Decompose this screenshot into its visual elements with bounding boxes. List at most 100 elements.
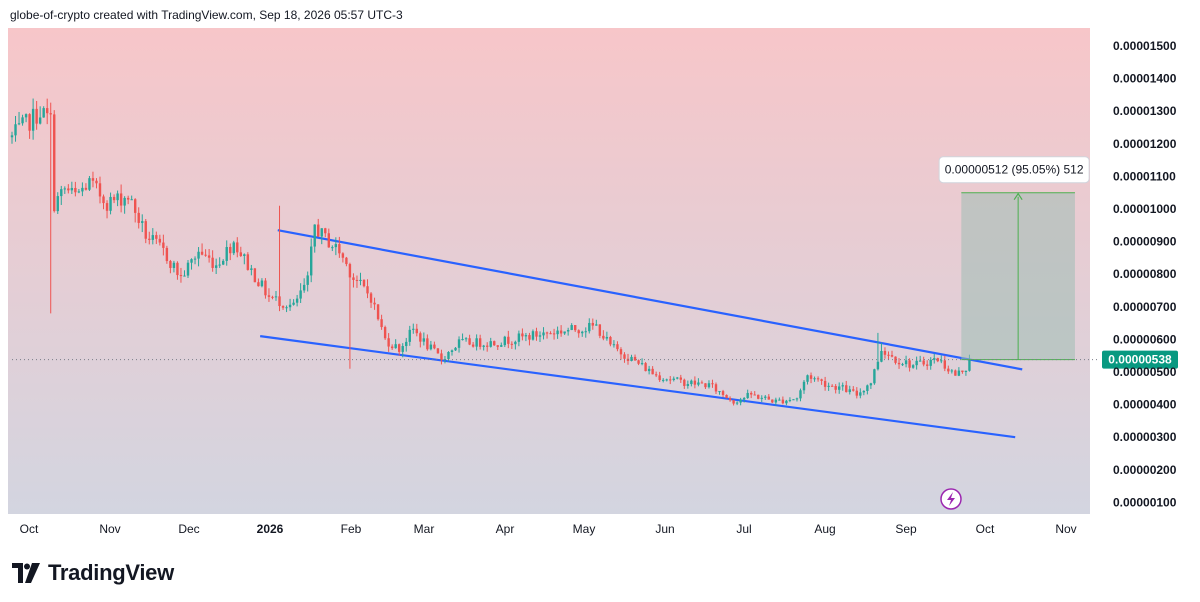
- candle-body: [10, 135, 14, 138]
- candle-body: [936, 358, 939, 362]
- candle-body: [373, 302, 376, 305]
- candle-body: [433, 344, 436, 349]
- candle-body: [355, 279, 359, 281]
- candle-body: [109, 196, 112, 211]
- time-tick-label: Oct: [20, 522, 39, 536]
- candle-body: [95, 180, 98, 184]
- tradingview-logo-icon: [12, 563, 40, 583]
- candle-body: [197, 251, 200, 259]
- candle-body: [229, 246, 232, 254]
- time-tick-label: Apr: [496, 522, 515, 536]
- candle-body: [883, 350, 887, 355]
- candle-body: [211, 257, 214, 268]
- candle-body: [739, 399, 742, 403]
- candle-body: [785, 400, 788, 404]
- candle-body: [746, 392, 749, 399]
- candle-body: [816, 378, 820, 380]
- time-tick-label: Nov: [99, 522, 120, 536]
- candle-body: [278, 296, 281, 307]
- candle-body: [334, 244, 338, 248]
- candle-body: [376, 304, 380, 320]
- candle-body: [714, 384, 718, 392]
- candle-body: [56, 196, 59, 212]
- candle-body: [338, 244, 341, 254]
- price-tick-label: 0.00000500: [1113, 365, 1177, 379]
- candle-body: [225, 246, 228, 261]
- candle-body: [922, 360, 925, 365]
- time-axis[interactable]: Oct Nov Dec 2026 Feb Mar Apr May Jun Jul Aug Sep Oct…: [20, 522, 1077, 536]
- candle-body: [651, 368, 654, 375]
- candle-body: [531, 331, 535, 340]
- candle-body: [362, 279, 366, 287]
- candle-body: [447, 351, 450, 360]
- candle-body: [253, 268, 257, 283]
- candle-body: [894, 356, 897, 363]
- candle-body: [633, 356, 637, 361]
- candle-body: [514, 341, 517, 345]
- time-tick-label: Feb: [341, 522, 362, 536]
- candle-body: [359, 279, 362, 281]
- lightning-icon[interactable]: [940, 488, 962, 510]
- channel-upper-line[interactable]: [277, 229, 1023, 371]
- candle-body: [859, 392, 862, 396]
- candle-body: [538, 335, 542, 337]
- candle-body: [841, 385, 844, 387]
- candle-body: [598, 324, 602, 336]
- candle-body: [802, 381, 806, 391]
- candle-body: [940, 360, 943, 362]
- channel-lower-line[interactable]: [260, 335, 1016, 439]
- candle-body: [383, 327, 387, 339]
- candle-body: [46, 108, 49, 114]
- candle-body: [327, 233, 330, 248]
- candle-body: [267, 295, 271, 297]
- candle-body: [869, 383, 873, 386]
- candle-body: [542, 332, 545, 336]
- candle-body: [718, 391, 721, 393]
- price-tick-label: 0.00001200: [1113, 137, 1177, 151]
- candle-body: [471, 344, 475, 347]
- candle-body: [302, 284, 306, 291]
- candle-body: [721, 391, 725, 395]
- candle-body: [897, 362, 901, 365]
- candle-body: [250, 268, 253, 270]
- candle-body: [63, 188, 66, 190]
- time-tick-label: May: [573, 522, 596, 536]
- candle-body: [31, 108, 35, 131]
- candle-body: [647, 368, 651, 372]
- candle-body: [49, 113, 52, 115]
- candle-body: [890, 355, 894, 357]
- attribution-header: globe-of-crypto created with TradingView…: [10, 8, 403, 22]
- tradingview-logo[interactable]: TradingView: [12, 560, 174, 586]
- candle-body: [123, 197, 126, 206]
- candle-body: [204, 254, 207, 256]
- candle-body: [207, 255, 211, 258]
- candle-body: [450, 350, 454, 352]
- candle-body: [345, 257, 348, 265]
- candle-body: [35, 108, 38, 124]
- candle-body: [264, 280, 267, 296]
- time-tick-label: Oct: [976, 522, 995, 536]
- candle-body: [461, 339, 464, 341]
- candle-body: [904, 360, 908, 365]
- time-tick-label: Mar: [414, 522, 435, 536]
- candle-body: [552, 333, 556, 335]
- candle-body: [348, 264, 352, 278]
- candle-body: [697, 382, 700, 385]
- candle-body: [408, 329, 411, 342]
- price-axis[interactable]: 0.00001500 0.00001400 0.00001300 0.00001200…: [1113, 39, 1177, 509]
- candle-body: [954, 370, 957, 376]
- candle-body: [623, 354, 626, 359]
- candle-body: [366, 286, 369, 294]
- measure-label-box: [938, 156, 1090, 184]
- candle-body: [669, 379, 672, 381]
- candle-body: [271, 296, 274, 298]
- candle-body: [440, 353, 443, 361]
- candle-body: [711, 383, 714, 385]
- candle-body: [767, 396, 770, 400]
- candle-body: [654, 374, 658, 376]
- candle-body: [81, 187, 84, 192]
- candle-body: [24, 114, 28, 118]
- candle-body: [380, 319, 383, 328]
- candle-body: [947, 368, 950, 372]
- price-chart[interactable]: 0.00000512 (95.05%) 512 0.00000538 0.000…: [0, 0, 1200, 548]
